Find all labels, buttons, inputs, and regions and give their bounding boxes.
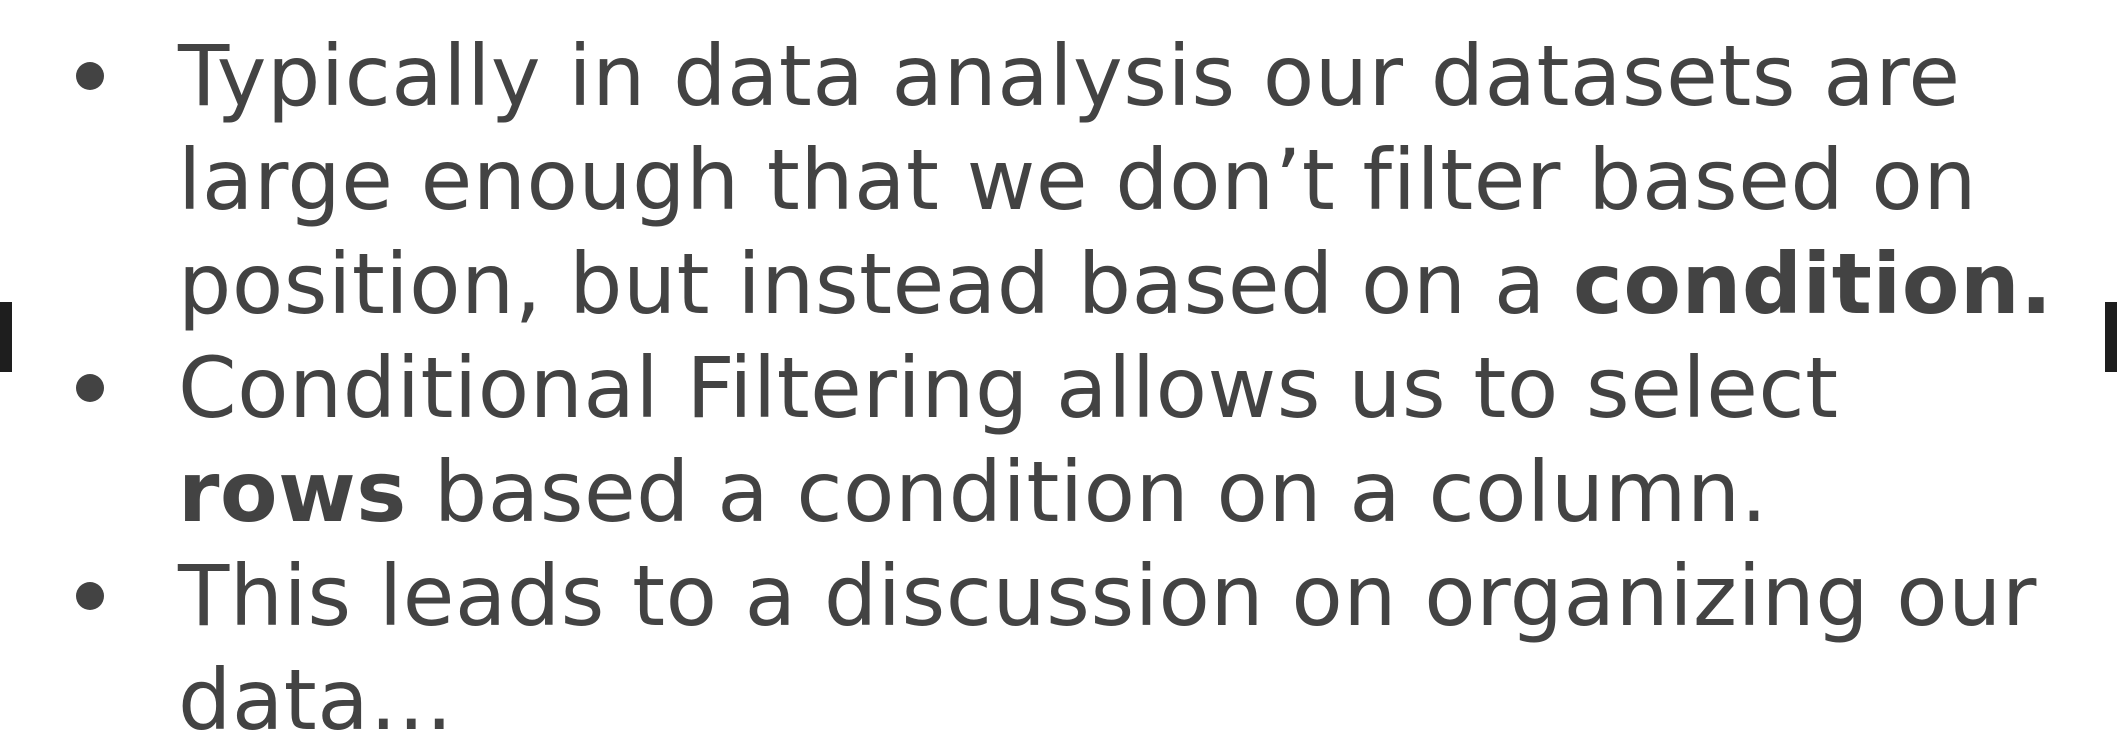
bullet-text: data… (178, 651, 454, 736)
bullet-text: Typically in data analysis our datasets … (178, 27, 1961, 125)
bullet-dot-icon (76, 62, 104, 90)
bullet-line: Typically in data analysis our datasets … (178, 24, 2090, 128)
bullet-dot-icon (76, 582, 104, 610)
right-edge-marker (2105, 302, 2117, 372)
bullet-item-organizing-data: This leads to a discussion on organizing… (60, 544, 2090, 736)
bullet-line: This leads to a discussion on organizing… (178, 544, 2090, 648)
bullet-line: large enough that we don’t filter based … (178, 128, 2090, 232)
bullet-line: rows based a condition on a column. (178, 440, 2090, 544)
emphasis-rows: rows (178, 443, 407, 541)
bullet-list: Typically in data analysis our datasets … (60, 24, 2090, 736)
bullet-line: data… (178, 648, 2090, 736)
bullet-text: based a condition on a column. (406, 443, 1768, 541)
bullet-dot-icon (76, 374, 104, 402)
bullet-text: Conditional Filtering allows us to selec… (178, 339, 1839, 437)
bullet-text: large enough that we don’t filter based … (178, 131, 1978, 229)
bullet-text: position, but instead based on a (178, 235, 1574, 333)
left-edge-marker (0, 302, 12, 372)
bullet-item-datasets: Typically in data analysis our datasets … (60, 24, 2090, 336)
bullet-line: position, but instead based on a conditi… (178, 232, 2090, 336)
bullet-item-conditional-filtering: Conditional Filtering allows us to selec… (60, 336, 2090, 544)
emphasis-condition: condition. (1573, 235, 2053, 333)
bullet-text: This leads to a discussion on organizing… (178, 547, 2037, 645)
bullet-line: Conditional Filtering allows us to selec… (178, 336, 2090, 440)
